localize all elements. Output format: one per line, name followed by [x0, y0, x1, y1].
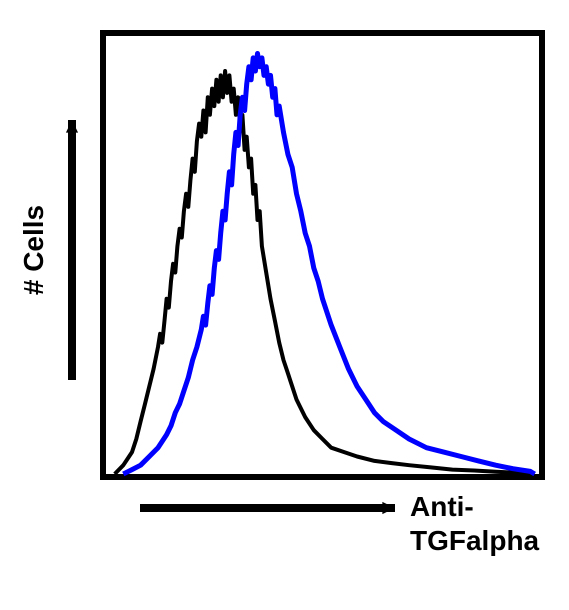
y-axis-label: # Cells — [18, 150, 58, 350]
chart-container: # Cells Anti- TGFalpha — [0, 0, 569, 610]
x-axis-arrow-icon — [140, 502, 395, 514]
x-axis-label: Anti- TGFalpha — [410, 490, 539, 557]
y-axis-arrow-icon — [66, 120, 78, 380]
